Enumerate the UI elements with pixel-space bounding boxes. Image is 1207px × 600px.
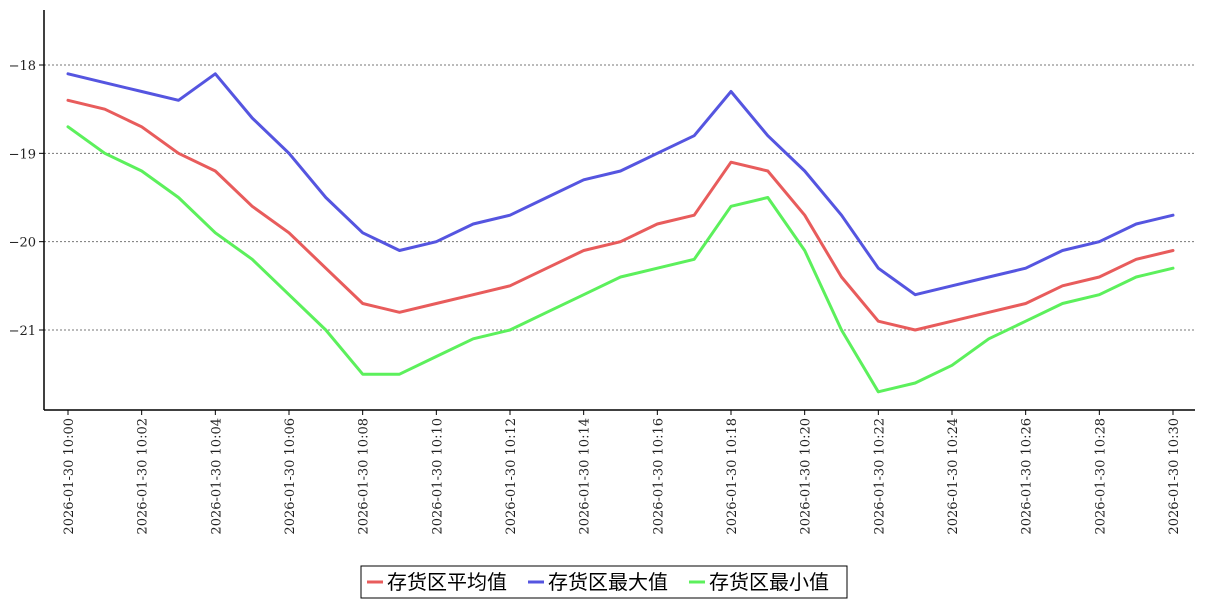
y-tick-label: −20 — [9, 236, 36, 251]
x-tick-label: 2026-01-30 10:04 — [209, 418, 224, 535]
y-tick-label: −19 — [9, 147, 36, 162]
series-line-1 — [66, 98, 1175, 332]
x-tick-label: 2026-01-30 10:08 — [357, 418, 372, 535]
x-tick-label: 2026-01-30 10:00 — [62, 418, 77, 535]
series-lines — [66, 72, 1175, 394]
gridlines — [44, 64, 1195, 331]
y-tick-label: −21 — [9, 324, 36, 339]
x-tick-label: 2026-01-30 10:06 — [283, 418, 298, 535]
series-line-2 — [66, 72, 1175, 297]
x-tick-label: 2026-01-30 10:24 — [946, 418, 961, 535]
x-tick-label: 2026-01-30 10:18 — [725, 418, 740, 535]
x-tick-label: 2026-01-30 10:02 — [136, 418, 151, 535]
x-tick-label: 2026-01-30 10:14 — [578, 418, 593, 535]
x-tick-label: 2026-01-30 10:22 — [872, 418, 887, 535]
x-tick-label: 2026-01-30 10:16 — [651, 418, 666, 535]
x-tick-label: 2026-01-30 10:20 — [799, 418, 814, 535]
x-tick-label: 2026-01-30 10:10 — [430, 418, 445, 535]
x-tick-label: 2026-01-30 10:12 — [504, 418, 519, 535]
legend: 存货区平均值 存货区最大值 存货区最小值 — [360, 565, 848, 599]
legend-label: 存货区最大值 — [548, 570, 668, 594]
y-tick-label: −18 — [9, 59, 36, 74]
legend-label: 存货区平均值 — [387, 570, 507, 594]
x-tick-label: 2026-01-30 10:28 — [1093, 418, 1108, 535]
series-line-3 — [66, 125, 1175, 394]
legend-label: 存货区最小值 — [709, 570, 829, 594]
axes: −18 −19 −20 −21 2026-01-30 10:00 2026-01-30 1… — [9, 10, 1195, 535]
x-tick-label: 2026-01-30 10:30 — [1167, 418, 1182, 535]
x-tick-label: 2026-01-30 10:26 — [1020, 418, 1035, 535]
legend-frame — [360, 565, 848, 599]
